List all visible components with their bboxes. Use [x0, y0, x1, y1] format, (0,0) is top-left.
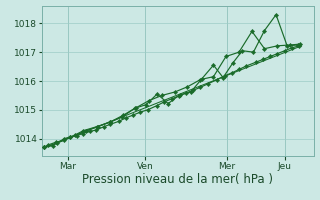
X-axis label: Pression niveau de la mer( hPa ): Pression niveau de la mer( hPa )	[82, 173, 273, 186]
